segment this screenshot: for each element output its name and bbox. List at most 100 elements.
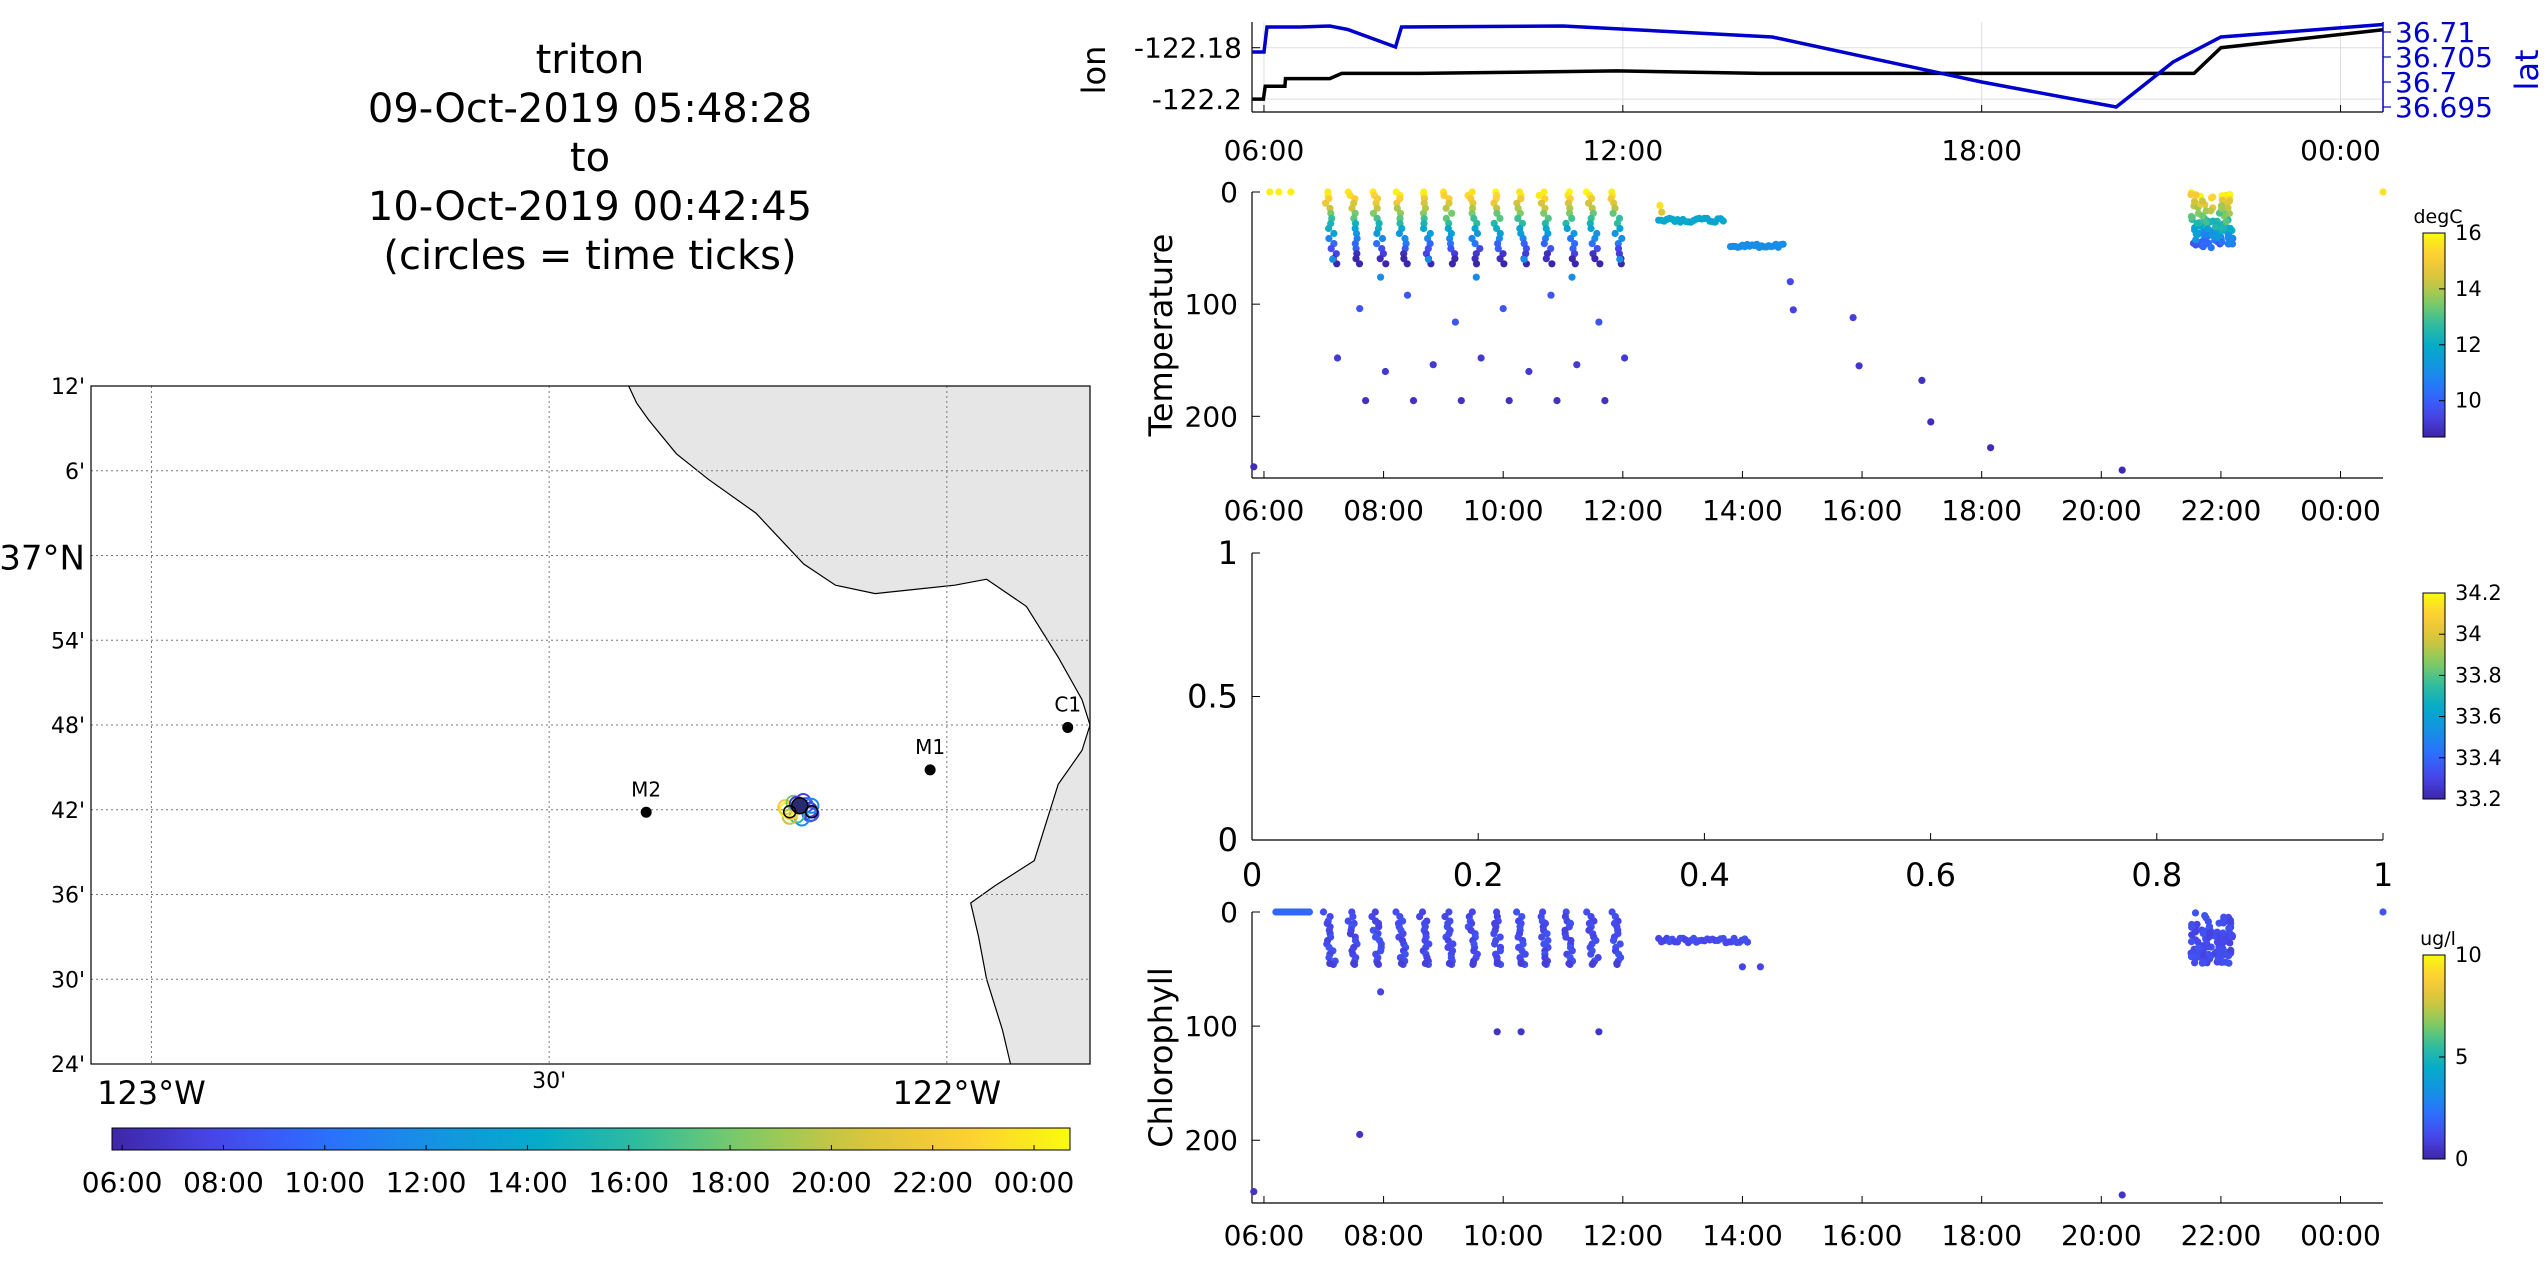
temperature-point [2222, 218, 2230, 226]
salinity-y-tick-label: 0 [1218, 821, 1238, 859]
salinity-x-tick-label: 0.8 [2131, 856, 2182, 894]
salinity-x-tick-label: 1 [2373, 856, 2393, 894]
salinity-colorbar-label: 33.6 [2455, 705, 2502, 729]
chlorophyll-point [2194, 944, 2202, 952]
chlorophyll-point [2191, 928, 2199, 936]
temperature-point [1658, 208, 1666, 216]
chlorophyll-point [2118, 1191, 2126, 1199]
temperature-point [1477, 354, 1485, 362]
temperature-point [1424, 255, 1432, 263]
chlorophyll-point [1374, 959, 1382, 968]
title-to: to [569, 135, 611, 181]
temperature-point [1547, 291, 1555, 299]
chlorophyll-point [1356, 1130, 1364, 1139]
chlorophyll-point [1493, 959, 1501, 968]
temperature-point [1548, 260, 1556, 268]
map-panel: 12' 6' 37°N 54' 48' 42' 36' 30' 24' 123°W 30' 122°W… [0, 375, 1091, 1112]
temperature-point [1420, 224, 1428, 233]
time-colorbar-label: 12:00 [386, 1166, 467, 1199]
temperature-point [1322, 199, 1330, 207]
temperature-point [2202, 219, 2210, 227]
temperature-point [1563, 224, 1571, 233]
temperature-point [2193, 219, 2201, 227]
chlorophyll-point [2214, 947, 2222, 955]
station-marker [924, 764, 936, 776]
chlorophyll-colorbar-label: 5 [2455, 1045, 2468, 1069]
chlorophyll-point [2205, 923, 2214, 931]
chlorophyll-point [2219, 929, 2227, 937]
chlorophyll-x-tick-label: 10:00 [1463, 1219, 1544, 1252]
position-x-tick-label: 12:00 [1582, 134, 1663, 167]
temperature-point [1855, 362, 1863, 370]
temperature-point [1593, 245, 1601, 253]
temperature-point [1567, 234, 1575, 243]
time-colorbar-label: 18:00 [690, 1166, 771, 1199]
temperature-point [1587, 224, 1595, 233]
chlorophyll-point [1250, 1188, 1258, 1196]
temperature-point [1377, 273, 1385, 281]
chlorophyll-point [1319, 908, 1328, 916]
title-start: 09-Oct-2019 05:48:28 [367, 86, 813, 132]
temperature-point [2226, 224, 2234, 232]
chlorophyll-point [1583, 908, 1591, 916]
lat-tick-label: 36.7 [2395, 66, 2457, 99]
temperature-point [1496, 214, 1504, 222]
chlorophyll-point [2187, 953, 2196, 961]
temperature-point [1451, 318, 1459, 326]
temperature-point [1616, 255, 1624, 263]
temperature-x-tick-label: 20:00 [2061, 494, 2142, 527]
chlorophyll-point [2206, 953, 2214, 961]
map-lon-label: 122°W [892, 1074, 1001, 1112]
map-coastline [628, 385, 1091, 1065]
temperature-colorbar-label: 16 [2455, 221, 2482, 245]
chlorophyll-y-tick-label: 200 [1185, 1124, 1238, 1157]
temperature-point [2187, 213, 2195, 221]
chlorophyll-point [2193, 953, 2201, 962]
salinity-colorbar-label: 34 [2455, 622, 2482, 646]
temperature-point [2217, 224, 2226, 232]
temperature-point [1505, 397, 1513, 405]
chlorophyll-point [1743, 938, 1752, 946]
station-label: M1 [915, 735, 945, 759]
chlorophyll-colorbar-label: 10 [2455, 943, 2482, 967]
chlorophyll-point [2379, 908, 2387, 916]
temperature-point [1496, 255, 1504, 263]
temperature-point [1571, 260, 1579, 268]
chlorophyll-point [1416, 913, 1424, 921]
salinity-colorbar [2422, 592, 2446, 800]
temperature-point [1616, 224, 1624, 233]
chlorophyll-colorbar-label: 0 [2455, 1147, 2468, 1171]
chlorophyll-point [2214, 955, 2222, 964]
temperature-point [2192, 236, 2200, 244]
station-label: C1 [1054, 693, 1081, 717]
map-lat-label: 36' [51, 884, 85, 909]
chlorophyll-point [1517, 959, 1525, 968]
chlorophyll-x-tick-label: 22:00 [2181, 1219, 2262, 1252]
time-colorbar: 06:00 08:00 10:00 12:00 14:00 16:00 18:00 20:00… [82, 1127, 1074, 1199]
chlorophyll-point [1326, 959, 1334, 968]
temperature-point [2199, 240, 2208, 248]
chlorophyll-colorbar-unit: ug/l [2420, 928, 2456, 950]
temperature-point [2190, 197, 2199, 205]
salinity-colorbar-label: 34.2 [2455, 581, 2502, 605]
temperature-point [1403, 260, 1411, 268]
temperature-point [1987, 444, 1995, 452]
chlorophyll-point [2198, 958, 2207, 966]
temperature-y-tick-label: 200 [1185, 400, 1238, 433]
title-note: (circles = time ticks) [383, 233, 797, 279]
temperature-colorbar-label: 14 [2455, 277, 2482, 301]
temperature-point [1568, 273, 1576, 281]
lat-tick-label: 36.695 [2395, 91, 2493, 124]
chlorophyll-point [1738, 963, 1746, 971]
chlorophyll-point [1349, 913, 1357, 921]
temperature-point [1499, 305, 1507, 313]
chlorophyll-point [1595, 1028, 1603, 1036]
temperature-point [1547, 245, 1555, 253]
temperature-point [1568, 214, 1576, 222]
temperature-point [1849, 314, 1857, 322]
salinity-colorbar-label: 33.2 [2455, 787, 2502, 811]
temperature-colorbar-unit: degC [2413, 206, 2462, 228]
title-end: 10-Oct-2019 00:42:45 [367, 184, 813, 230]
temperature-point [1287, 188, 1295, 196]
